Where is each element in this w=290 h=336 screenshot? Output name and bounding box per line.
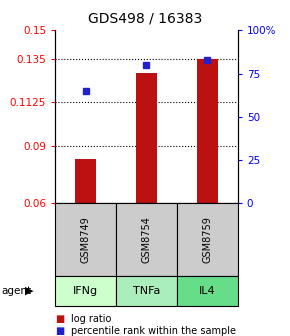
Text: GSM8749: GSM8749	[81, 216, 90, 263]
Text: log ratio: log ratio	[71, 313, 111, 324]
Text: TNFa: TNFa	[133, 286, 160, 296]
Bar	[197, 59, 218, 203]
Text: IL4: IL4	[199, 286, 216, 296]
Text: IFNg: IFNg	[73, 286, 98, 296]
Bar	[75, 159, 96, 203]
Text: GSM8759: GSM8759	[202, 216, 212, 263]
Bar	[136, 73, 157, 203]
Text: ▶: ▶	[25, 286, 33, 296]
Text: percentile rank within the sample: percentile rank within the sample	[71, 326, 236, 336]
Text: agent: agent	[1, 286, 32, 296]
Text: GSM8754: GSM8754	[142, 216, 151, 263]
Text: ■: ■	[55, 326, 64, 336]
Text: ■: ■	[55, 313, 64, 324]
Text: GDS498 / 16383: GDS498 / 16383	[88, 12, 202, 26]
